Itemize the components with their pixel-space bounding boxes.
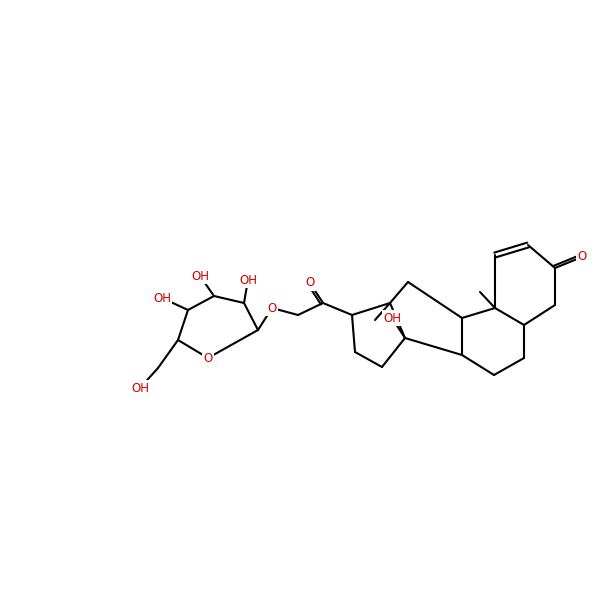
Text: OH: OH — [131, 382, 149, 395]
Text: O: O — [203, 352, 212, 364]
Text: OH: OH — [239, 274, 257, 286]
Text: OH: OH — [191, 269, 209, 283]
Text: O: O — [577, 251, 587, 263]
Text: O: O — [305, 277, 314, 289]
Text: OH: OH — [153, 292, 171, 304]
Text: O: O — [268, 301, 277, 314]
Text: OH: OH — [383, 311, 401, 325]
